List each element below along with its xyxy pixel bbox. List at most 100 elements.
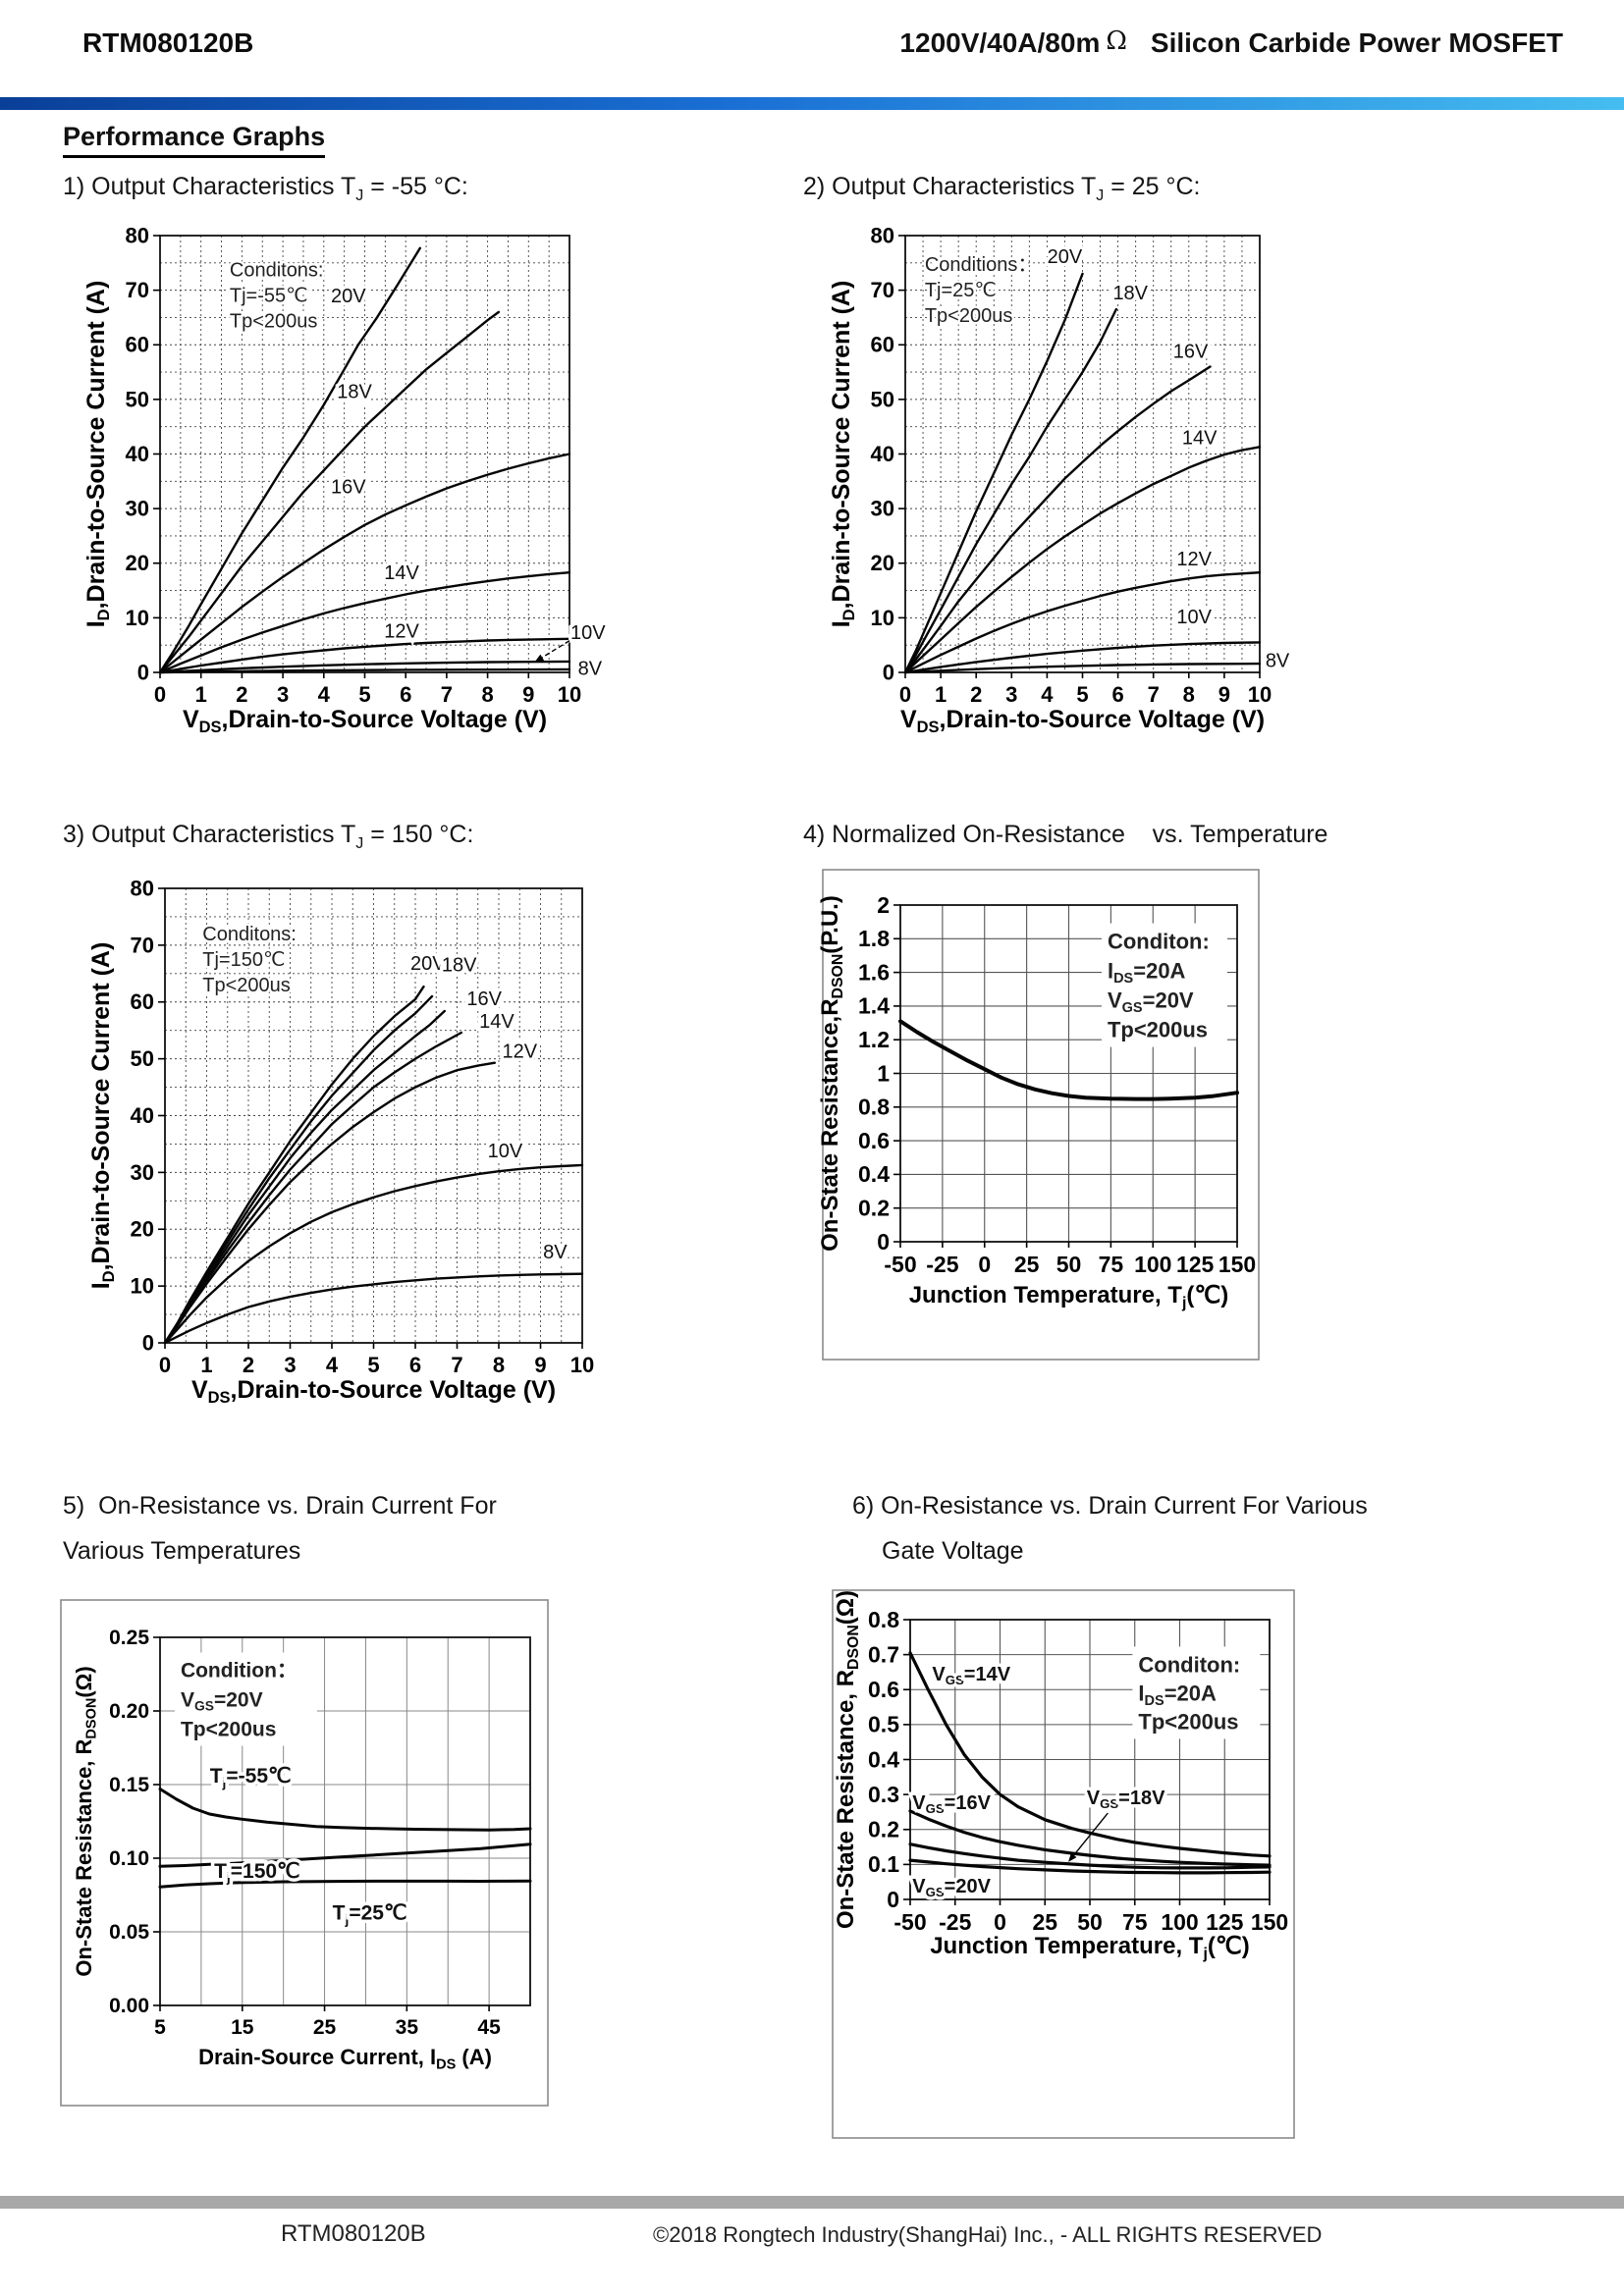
x-axis-title: Junction Temperature, Tj(℃) [909, 1282, 1229, 1311]
y-axis-title: ID,Drain-to-Source Current (A) [828, 281, 858, 628]
curve-10V [158, 660, 571, 674]
y-axis-ticks: 0 10 20 30 40 50 60 70 80 [131, 876, 165, 1355]
svg-text:Tp<200us: Tp<200us [925, 305, 1013, 327]
x-axis-ticks: 0 1 2 3 4 5 6 7 8 9 10 [159, 1343, 594, 1377]
conditions-note: Conditons: Tj=150℃ Tp<200us [200, 922, 299, 999]
curve-8V [903, 662, 1262, 674]
curve-10V [903, 641, 1262, 674]
chart4-title: 4) Normalized On-Resistance vs. Temperat… [803, 821, 1328, 848]
svg-text:80: 80 [871, 223, 894, 247]
svg-text:1: 1 [200, 1353, 212, 1377]
svg-text:Tj=-55℃: Tj=-55℃ [230, 286, 308, 307]
svg-text:8: 8 [1183, 682, 1195, 707]
curve-label: 12V [1176, 549, 1212, 570]
svg-text:100: 100 [1134, 1252, 1171, 1277]
svg-text:30: 30 [126, 497, 149, 521]
chart-output-25: 0 1 2 3 4 5 6 7 8 9 1001020304050607080VDS,Drain-t… [828, 223, 1293, 736]
svg-text:7: 7 [441, 682, 453, 707]
svg-text:100: 100 [1161, 1909, 1198, 1935]
conditions-note: Conditions： Tj=25℃ Tp<200us [922, 252, 1040, 330]
svg-text:-50: -50 [893, 1909, 926, 1935]
svg-text:Tj=25℃: Tj=25℃ [925, 280, 997, 301]
curve-20V [903, 272, 1084, 674]
svg-text:-25: -25 [926, 1252, 958, 1277]
x-axis-ticks: 0 1 2 3 4 5 6 7 8 9 10 [899, 672, 1272, 707]
svg-text:15: 15 [231, 2016, 254, 2039]
footer-part-number: RTM080120B [281, 2220, 426, 2247]
svg-text:0.00: 0.00 [109, 1995, 149, 2017]
svg-text:0: 0 [159, 1353, 171, 1377]
svg-text:IDS=20A: IDS=20A [1108, 959, 1186, 987]
curve-Tj=25C [158, 1879, 532, 1889]
svg-text:0: 0 [154, 682, 166, 707]
curve-label: 16V [1173, 342, 1209, 363]
svg-text:50: 50 [1056, 1252, 1082, 1277]
svg-text:VGS=20V: VGS=20V [181, 1689, 263, 1714]
curve-label: 10V [570, 622, 606, 644]
curve-label: Tj=25℃ [333, 1902, 407, 1927]
svg-text:0: 0 [877, 1229, 890, 1255]
svg-text:0.4: 0.4 [858, 1161, 890, 1187]
curve-label: 10V [1176, 607, 1212, 628]
svg-text:-50: -50 [884, 1252, 916, 1277]
curve-label: Tj=150℃ [214, 1860, 300, 1885]
svg-text:Conditons:: Conditons: [230, 260, 324, 282]
x-axis-title: VDS,Drain-to-Source Voltage (V) [191, 1376, 556, 1407]
curve-label: VGS=14V [932, 1664, 1010, 1687]
svg-text:80: 80 [126, 223, 149, 247]
svg-text:0: 0 [899, 682, 911, 707]
svg-text:Tj=150℃: Tj=150℃ [202, 949, 285, 971]
chart6-title-line2: Gate Voltage [882, 1537, 1024, 1565]
svg-text:40: 40 [131, 1103, 154, 1128]
curve-label: Tj=-55℃ [210, 1765, 292, 1789]
curve-label: 16V [466, 988, 502, 1010]
svg-text:2: 2 [877, 892, 890, 918]
svg-text:0: 0 [883, 660, 894, 684]
x-axis-title: Drain-Source Current, IDS (A) [198, 2045, 492, 2072]
x-axis-ticks: -50 -25 0 25 50 75 100 125 150 [893, 1899, 1288, 1935]
svg-text:Conditons:: Conditons: [202, 924, 297, 945]
svg-text:9: 9 [1218, 682, 1230, 707]
y-axis-ticks: 0.00 0.05 0.10 0.15 0.20 0.25 [109, 1627, 160, 2017]
svg-text:6: 6 [400, 682, 411, 707]
chart-rdson-vs-temp-gate-voltages: -50 -25 0 25 50 75 100 125 150 0 0.1 0.2 0.3 0.4 0.5 0.… [832, 1589, 1295, 2139]
y-axis-ticks: 0 10 20 30 40 50 60 70 80 [126, 223, 160, 684]
curve-14V [158, 571, 571, 674]
x-axis-ticks: 0 1 2 3 4 5 6 7 8 9 10 [154, 672, 581, 707]
svg-text:0.6: 0.6 [858, 1128, 890, 1153]
arrowhead [1068, 1852, 1077, 1862]
svg-text:50: 50 [131, 1046, 154, 1071]
svg-text:0.25: 0.25 [109, 1627, 149, 1649]
svg-text:0: 0 [994, 1909, 1006, 1935]
svg-text:2: 2 [243, 1353, 254, 1377]
svg-text:5: 5 [358, 682, 370, 707]
svg-text:8: 8 [481, 682, 493, 707]
svg-text:1.6: 1.6 [858, 959, 890, 985]
svg-text:70: 70 [871, 278, 894, 302]
curve-label: 14V [479, 1011, 514, 1033]
svg-text:1: 1 [935, 682, 947, 707]
svg-text:6: 6 [409, 1353, 421, 1377]
svg-text:20: 20 [131, 1217, 154, 1242]
footer-divider-bar [0, 2196, 1624, 2209]
x-axis-title: VDS,Drain-to-Source Voltage (V) [900, 706, 1265, 736]
svg-text:7: 7 [451, 1353, 462, 1377]
curve-label: 12V [384, 621, 419, 643]
svg-text:9: 9 [534, 1353, 546, 1377]
svg-text:4: 4 [1041, 682, 1054, 707]
svg-text:1: 1 [195, 682, 207, 707]
svg-text:0: 0 [137, 660, 149, 684]
curve-label: 18V [1112, 283, 1148, 304]
curve-8V [158, 667, 571, 674]
svg-text:Tp<200us: Tp<200us [1108, 1018, 1208, 1042]
svg-text:10: 10 [131, 1274, 154, 1299]
svg-text:20: 20 [871, 551, 894, 575]
chart5-title-line2: Various Temperatures [63, 1537, 301, 1565]
svg-text:125: 125 [1176, 1252, 1215, 1277]
svg-text:0.05: 0.05 [109, 1921, 149, 1944]
svg-text:Conditon:: Conditon: [1138, 1652, 1240, 1677]
svg-text:0.2: 0.2 [858, 1196, 890, 1221]
svg-text:0: 0 [978, 1252, 991, 1277]
svg-text:0.2: 0.2 [868, 1817, 899, 1842]
